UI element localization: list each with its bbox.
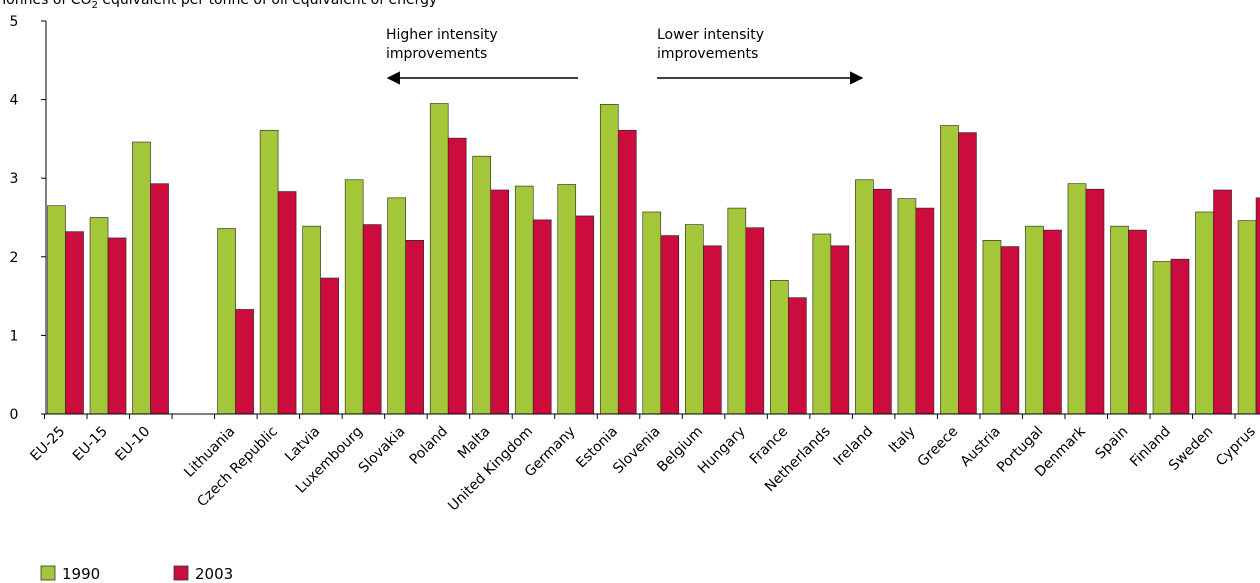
bar-1990	[982, 239, 1002, 415]
bar-1990	[642, 211, 662, 415]
bar-2003	[150, 183, 169, 415]
bar-1990	[1110, 225, 1129, 415]
x-tick-label: Czech Republic	[194, 424, 281, 511]
annotation-lower-line1: Lower intensity	[657, 27, 764, 43]
bar-1990	[940, 125, 959, 415]
bar-2003	[617, 129, 637, 415]
x-tick-label: Hungary	[695, 424, 749, 478]
legend-swatch-2003	[173, 565, 189, 581]
annotation-higher-line2: improvements	[386, 46, 487, 62]
legend-label-2003: 2003	[195, 565, 233, 583]
bar-1990	[259, 129, 279, 415]
y-tick-label: 1	[10, 328, 19, 344]
x-tick-label: Sweden	[1166, 424, 1216, 474]
bar-1990	[344, 179, 364, 415]
bar-1990	[472, 155, 492, 415]
x-tick-label: Slovakia	[356, 424, 409, 477]
bar-1990	[429, 103, 449, 415]
bar-1990	[1152, 261, 1172, 415]
bar-2003	[1213, 189, 1232, 415]
bar-2003	[788, 297, 807, 415]
annotation-lower-line2: improvements	[657, 46, 758, 62]
x-tick-label: EU-15	[70, 424, 111, 465]
x-tick-label: Ireland	[831, 424, 877, 470]
bar-2003	[745, 227, 765, 415]
bar-2003	[958, 132, 977, 415]
bar-2003	[65, 231, 84, 415]
bar-2003	[235, 309, 254, 415]
bar-1990	[1237, 220, 1257, 415]
bar-2003	[490, 189, 510, 415]
y-tick-label: 5	[10, 14, 19, 30]
bar-2003	[1043, 229, 1062, 415]
bars	[44, 103, 1260, 419]
x-tick-label: Malta	[455, 424, 494, 463]
bar-1990	[855, 179, 874, 415]
bar-2003	[532, 219, 552, 415]
bar-1990	[1025, 225, 1044, 415]
bar-1990	[47, 205, 66, 415]
x-tick-label: Italy	[886, 424, 919, 457]
x-tick-label: Latvia	[282, 424, 323, 465]
x-tick-label: EU-25	[27, 424, 68, 465]
bar-1990	[132, 141, 151, 415]
bar-2003	[1000, 246, 1020, 415]
bar-1990	[727, 207, 747, 415]
y-tick-label: 0	[10, 407, 19, 423]
annotation-higher-line1: Higher intensity	[386, 27, 498, 43]
bar-2003	[447, 137, 467, 415]
bar-1990	[599, 104, 619, 415]
bar-1990	[217, 228, 236, 415]
x-tick-label: Greece	[915, 424, 962, 471]
x-tick-label: Cyprus	[1213, 424, 1259, 470]
x-tick-label: EU-10	[112, 424, 153, 465]
bar-1990	[1195, 211, 1214, 415]
y-tick-label: 3	[10, 171, 19, 187]
bar-2003	[107, 237, 127, 415]
bar-2003	[320, 277, 339, 415]
y-axis-label: Tonnes of CO2 equivalent per tonne of oi…	[0, 0, 437, 11]
bar-2003	[830, 245, 850, 415]
bar-2003	[702, 245, 722, 415]
bar-2003	[1085, 188, 1105, 415]
legend-swatch-1990	[40, 565, 56, 581]
y-tick-label: 2	[10, 250, 19, 266]
bar-1990	[387, 197, 406, 415]
bar-1990	[557, 184, 577, 415]
bar-2003	[575, 215, 595, 415]
annotation-lower: Lower intensity improvements	[657, 27, 864, 85]
bar-2003	[362, 224, 382, 415]
bar-2003	[405, 239, 424, 415]
bar-1990	[302, 225, 321, 415]
bar-2003	[660, 235, 680, 415]
bar-1990	[812, 233, 832, 415]
bar-1990	[514, 185, 534, 415]
bar-1990	[684, 224, 704, 415]
annotation-higher: Higher intensity improvements	[386, 27, 578, 85]
y-axis: 0 1 2 3 4 5	[10, 14, 46, 423]
bar-2003	[1255, 197, 1260, 415]
x-tick-label: Slovenia	[610, 424, 663, 477]
bar-2003	[873, 188, 892, 415]
bar-2003	[1128, 229, 1147, 415]
bar-1990	[897, 198, 917, 415]
legend: 1990 2003	[40, 565, 233, 583]
bar-2003	[915, 207, 935, 415]
bar-1990	[89, 217, 109, 415]
bar-2003	[1170, 258, 1190, 415]
bar-1990	[1067, 183, 1087, 415]
x-tick-label: Spain	[1092, 424, 1131, 463]
y-tick-label: 4	[10, 93, 19, 109]
x-tick-label: Poland	[407, 424, 451, 468]
bar-1990	[770, 280, 789, 415]
legend-label-1990: 1990	[62, 565, 100, 583]
bar-2003	[277, 191, 297, 415]
